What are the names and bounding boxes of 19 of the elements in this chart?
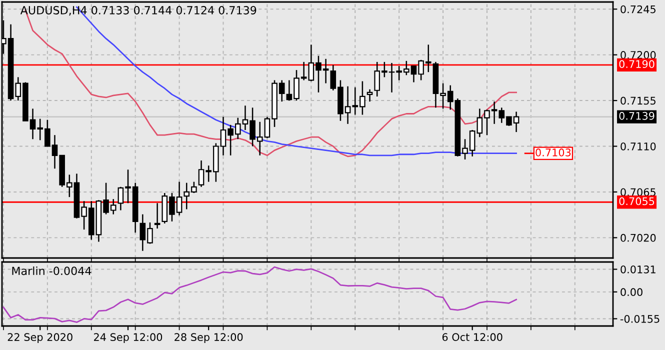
x-tick-label: 28 Sep 12:00	[174, 333, 243, 344]
ref-line-label: 0.7139	[619, 112, 654, 120]
ref-line-label: 0.7055	[619, 197, 654, 206]
text: 0.7103	[536, 148, 571, 156]
y-tick-label: 0.7020	[620, 234, 656, 242]
line-series	[2, 266, 517, 323]
y-tick-label: 0.00	[620, 288, 642, 296]
y-tick-label: 0.7155	[620, 96, 656, 105]
y-tick-label: 0.7245	[620, 5, 656, 14]
candlestick	[366, 88, 373, 102]
y-tick-label: 0.7110	[620, 142, 656, 150]
chart-title: Marlin -0.0044	[12, 266, 92, 276]
y-tick-label: -0.0155	[620, 314, 660, 323]
x-tick-label: 6 Oct 12:00	[442, 333, 502, 342]
ref-line-label: 0.7190	[619, 60, 654, 68]
y-tick-label: 0.0131	[620, 265, 656, 274]
candlestick	[154, 202, 160, 230]
x-tick-label: 22 Sep 2020	[8, 333, 72, 344]
x-tick-label: 24 Sep 12:00	[94, 333, 162, 344]
